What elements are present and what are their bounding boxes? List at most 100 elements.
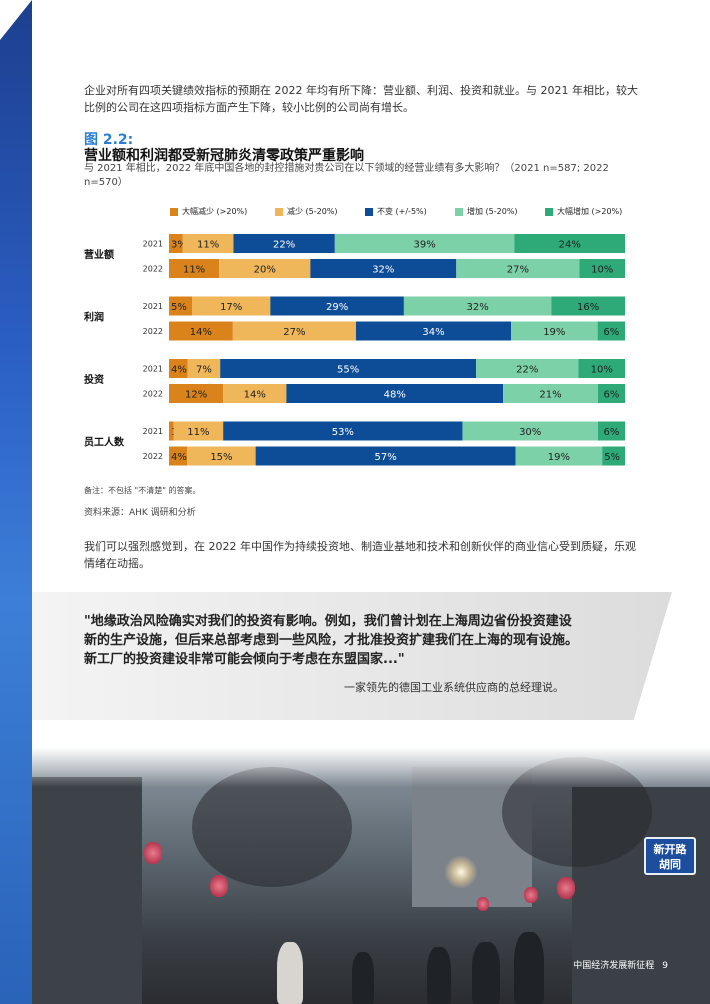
bar-segment	[578, 359, 625, 378]
data-label: 4%	[171, 452, 187, 463]
bar-segment	[182, 234, 234, 253]
data-label: 3%	[171, 240, 187, 251]
photo-lantern	[477, 897, 489, 911]
page-footer: 中国经济发展新征程 9	[565, 958, 668, 971]
data-label: 29%	[326, 302, 348, 313]
page-number: 9	[662, 961, 668, 971]
bar-segment	[579, 259, 625, 278]
bar-segment	[456, 259, 580, 278]
data-label: 6%	[604, 390, 620, 401]
bar-segment	[169, 384, 224, 403]
legend-swatch	[275, 207, 283, 216]
data-label: 15%	[210, 452, 232, 463]
photo-person	[472, 942, 500, 1004]
bar-segment	[515, 446, 603, 466]
year-label: 2022	[143, 390, 163, 399]
data-label: 20%	[254, 265, 276, 276]
bar-segment	[192, 296, 271, 316]
bar-segment	[602, 446, 625, 466]
data-label: 27%	[507, 265, 529, 276]
bar-segment	[169, 359, 188, 378]
photo-streetlamp-glow	[444, 855, 478, 889]
data-label: 22%	[273, 240, 295, 251]
data-label: 24%	[559, 240, 581, 251]
quote-text: "地缘政治风险确实对我们的投资有影响。例如，我们曾计划在上海周边省份投资建设新的…	[84, 614, 579, 667]
data-label: 14%	[244, 390, 266, 401]
bar-segment	[169, 321, 233, 341]
legend-swatch	[455, 207, 463, 216]
data-label: 32%	[372, 265, 394, 276]
bar-segment	[233, 234, 335, 253]
year-label: 2022	[143, 327, 163, 336]
year-label: 2021	[143, 365, 163, 374]
chart-legend: 大幅减少 (>20%) 减少 (5-20%) 不变 (+/-5%) 增加 (5-20%…	[170, 206, 630, 220]
bar-segment	[270, 296, 404, 316]
data-label: 57%	[374, 452, 396, 463]
bar-segment	[223, 421, 463, 441]
street-sign: 新开路 胡同	[644, 837, 696, 875]
photo-person	[277, 942, 303, 1004]
bar-segment	[551, 296, 625, 316]
bar-segment	[187, 446, 256, 466]
category-label: 利润	[84, 311, 104, 324]
bar-segment	[169, 421, 174, 441]
bar-segment	[597, 384, 625, 403]
photo-lantern	[524, 887, 538, 903]
legend-label: 大幅增加 (>20%)	[557, 207, 623, 216]
data-label: 30%	[519, 427, 541, 438]
photo-person	[352, 952, 374, 1004]
quote-attribution: 一家领先的德国工业系统供应商的总经理说。	[344, 681, 564, 694]
bar-segment	[220, 359, 477, 378]
data-label: 5%	[604, 452, 620, 463]
bar-segment	[310, 259, 457, 278]
bar-segment	[403, 296, 552, 316]
data-label: 53%	[332, 427, 354, 438]
quote-background	[32, 592, 672, 720]
stacked-bar-chart: 营业额 2021 3% 11% 22% 39% 24% 2022 11% 20% 32% 27% 10%…	[80, 228, 630, 473]
data-label: 17%	[220, 302, 242, 313]
chart-note: 备注：不包括 "不清楚" 的答案。	[84, 486, 201, 495]
data-label: 7%	[196, 365, 212, 376]
legend-swatch	[545, 207, 553, 216]
year-label: 2021	[143, 302, 163, 311]
street-photo: 新开路 胡同	[32, 747, 710, 1004]
photo-person	[514, 932, 544, 1004]
bar-segment	[169, 446, 188, 466]
data-label: 10%	[591, 365, 613, 376]
bar-segment	[169, 296, 193, 316]
photo-lantern	[557, 877, 575, 899]
intro-paragraph: 企业对所有四项关键绩效指标的预期在 2022 年均有所下降：营业额、利润、投资和…	[84, 84, 638, 114]
data-label: 22%	[516, 365, 538, 376]
data-label: 34%	[422, 327, 444, 338]
chart-source: 资料来源：AHK 调研和分析	[84, 508, 196, 518]
bar-segment	[355, 321, 511, 341]
year-label: 2021	[143, 240, 163, 249]
data-label: 12%	[185, 390, 207, 401]
figure-title: 营业额和利润都受新冠肺炎清零政策严重影响	[84, 148, 364, 164]
data-label: 6%	[603, 327, 619, 338]
year-label: 2021	[143, 427, 163, 436]
bar-segment	[503, 384, 598, 403]
photo-lantern	[210, 875, 228, 897]
data-label: 4%	[171, 365, 187, 376]
bar-segment	[597, 421, 625, 441]
bar-segment	[511, 321, 598, 341]
legend-label: 大幅减少 (>20%)	[182, 207, 248, 216]
category-label: 员工人数	[84, 436, 125, 449]
data-label: 14%	[190, 327, 212, 338]
category-label: 投资	[84, 373, 104, 386]
bar-segment	[169, 234, 183, 253]
side-decorative-band	[0, 0, 32, 1004]
data-label: 39%	[414, 240, 436, 251]
chart-svg: 营业额 2021 3% 11% 22% 39% 24% 2022 11% 20% 32% 27% 10%…	[84, 234, 625, 466]
photo-top-fade	[32, 747, 710, 787]
legend-swatch	[170, 207, 178, 216]
year-label: 2022	[143, 452, 163, 461]
data-label: 27%	[283, 327, 305, 338]
legend-item: 大幅减少 (>20%)	[170, 206, 247, 217]
bar-segment	[334, 234, 515, 253]
data-label: 11%	[183, 265, 205, 276]
data-label: 16%	[577, 302, 599, 313]
bar-segment	[286, 384, 504, 403]
bar-segment	[232, 321, 356, 341]
